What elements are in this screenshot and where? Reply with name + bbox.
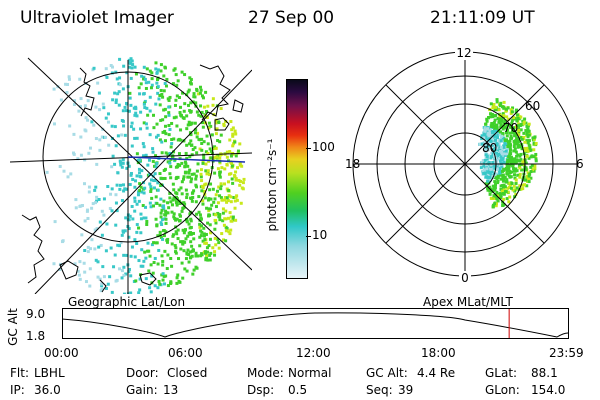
polar-aurora-emission [478,98,538,209]
geographic-map-panel [10,57,252,294]
info-ip-label: IP: [10,383,25,397]
colorbar-tick-mark [306,148,311,149]
info-mode-value: Normal [288,366,332,380]
colorbar-tick-mark [306,236,311,237]
info-gain-value: 13 [163,383,179,397]
altitude-xtick: 06:00 [168,346,203,360]
altitude-ytick: 9.0 [26,307,46,321]
geo-aurora-emission [45,57,246,294]
info-gain-label: Gain: [126,383,158,397]
info-door-value: Closed [167,366,208,380]
instrument-title: Ultraviolet Imager [20,8,174,28]
geo-panel-caption: Geographic Lat/Lon [68,295,186,309]
info-dsp-label: Dsp: [247,383,275,397]
altitude-xtick: 12:00 [296,346,331,360]
altitude-curve [62,312,569,338]
altitude-xtick: 23:59 [549,346,584,360]
colorbar-unit-label: photon cm⁻²s⁻¹ [265,138,279,232]
info-door-label: Door: [126,366,159,380]
info-glon-label: GLon: [485,383,520,397]
polar-mlt-label-12: 12 [456,46,471,60]
geo-meridian-line [27,57,252,271]
coastline-outlines [21,64,244,293]
polar-plot-panel: 12 0 18 6 80 70 60 [345,46,584,285]
altitude-xtick: 00:00 [44,346,79,360]
altitude-ylabel: GC Alt [5,308,20,346]
info-flt-value: LBHL [34,366,65,380]
geo-meridian-line [34,69,252,294]
magnetic-meridian-line [127,156,246,163]
info-seq-value: 39 [398,383,414,397]
info-glon-value: 154.0 [531,383,566,397]
info-gcalt-value: 4.4 Re [417,366,456,380]
header-date: 27 Sep 00 [248,8,335,28]
polar-panel-caption: Apex MLat/MLT [423,295,513,309]
info-glat-label: GLat: [485,366,518,380]
colorbar-scale [286,79,308,279]
polar-mlt-line [385,84,545,244]
polar-lat-label-60: 60 [525,99,540,113]
altitude-ytick: 1.8 [26,329,46,343]
altitude-plot-frame [62,308,569,339]
info-mode-label: Mode: [247,366,284,380]
polar-lat-label-70: 70 [503,121,518,135]
polar-mlt-label-18: 18 [345,157,360,171]
altitude-plot [62,308,569,339]
info-flt-label: Flt: [10,366,29,380]
polar-lat-label-80: 80 [482,141,497,155]
info-gcalt-label: GC Alt: [366,366,408,380]
altitude-xtick: 18:00 [421,346,456,360]
polar-mlt-label-6: 6 [576,157,584,171]
colorbar-tick-label: 100 [312,140,335,154]
info-seq-label: Seq: [366,383,393,397]
info-dsp-value: 0.5 [288,383,308,397]
colorbar-tick-label: 10 [312,228,328,242]
info-glat-value: 88.1 [531,366,558,380]
info-ip-value: 36.0 [34,383,61,397]
polar-mlt-label-0: 0 [461,271,469,285]
header-time: 21:11:09 UT [430,8,535,28]
